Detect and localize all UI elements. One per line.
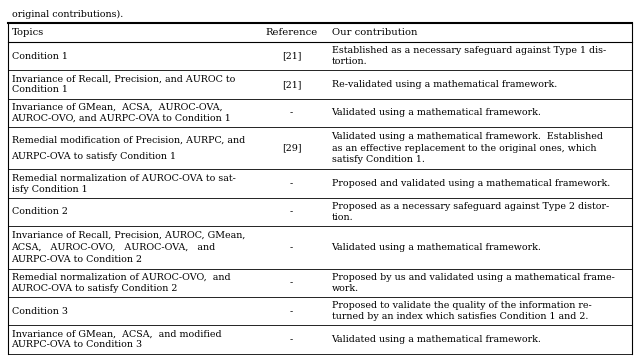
- Text: Proposed to validate the quality of the information re-: Proposed to validate the quality of the …: [332, 301, 591, 310]
- Text: satisfy Condition 1.: satisfy Condition 1.: [332, 155, 424, 164]
- Text: tortion.: tortion.: [332, 57, 367, 66]
- Text: AUROC-OVO, and AURPC-OVA to Condition 1: AUROC-OVO, and AURPC-OVA to Condition 1: [12, 114, 231, 123]
- Text: Reference: Reference: [266, 28, 317, 37]
- Text: original contributions).: original contributions).: [12, 10, 123, 19]
- Text: [21]: [21]: [282, 80, 301, 89]
- Text: -: -: [290, 179, 293, 188]
- Text: [21]: [21]: [282, 52, 301, 61]
- Text: -: -: [290, 243, 293, 252]
- Text: Validated using a mathematical framework.: Validated using a mathematical framework…: [332, 335, 541, 344]
- Text: Invariance of Recall, Precision, AUROC, GMean,: Invariance of Recall, Precision, AUROC, …: [12, 231, 245, 240]
- Text: Proposed as a necessary safeguard against Type 2 distor-: Proposed as a necessary safeguard agains…: [332, 202, 609, 211]
- Text: Topics: Topics: [12, 28, 44, 37]
- Text: Validated using a mathematical framework.  Established: Validated using a mathematical framework…: [332, 132, 604, 141]
- Text: Proposed by us and validated using a mathematical frame-: Proposed by us and validated using a mat…: [332, 273, 614, 282]
- Text: as an effective replacement to the original ones, which: as an effective replacement to the origi…: [332, 144, 596, 153]
- Text: Invariance of GMean,  ACSA,  and modified: Invariance of GMean, ACSA, and modified: [12, 330, 221, 339]
- Text: -: -: [290, 335, 293, 344]
- Text: Condition 2: Condition 2: [12, 208, 67, 217]
- Text: Invariance of Recall, Precision, and AUROC to: Invariance of Recall, Precision, and AUR…: [12, 74, 235, 83]
- Text: ACSA,   AUROC-OVO,   AUROC-OVA,   and: ACSA, AUROC-OVO, AUROC-OVA, and: [12, 243, 216, 252]
- Text: Validated using a mathematical framework.: Validated using a mathematical framework…: [332, 243, 541, 252]
- Text: Established as a necessary safeguard against Type 1 dis-: Established as a necessary safeguard aga…: [332, 46, 606, 55]
- Text: -: -: [290, 108, 293, 117]
- Text: -: -: [290, 307, 293, 316]
- Text: [29]: [29]: [282, 144, 301, 153]
- Text: Our contribution: Our contribution: [332, 28, 417, 37]
- Text: Invariance of GMean,  ACSA,  AUROC-OVA,: Invariance of GMean, ACSA, AUROC-OVA,: [12, 103, 222, 112]
- Text: isfy Condition 1: isfy Condition 1: [12, 185, 87, 194]
- Text: Remedial normalization of AUROC-OVA to sat-: Remedial normalization of AUROC-OVA to s…: [12, 174, 236, 183]
- Text: Condition 1: Condition 1: [12, 52, 67, 61]
- Text: Condition 1: Condition 1: [12, 85, 67, 95]
- Text: -: -: [290, 208, 293, 217]
- Text: AURPC-OVA to satisfy Condition 1: AURPC-OVA to satisfy Condition 1: [12, 152, 177, 161]
- Text: work.: work.: [332, 284, 358, 293]
- Text: Condition 3: Condition 3: [12, 307, 68, 316]
- Text: Remedial normalization of AUROC-OVO,  and: Remedial normalization of AUROC-OVO, and: [12, 273, 230, 282]
- Text: -: -: [290, 278, 293, 287]
- Text: turned by an index which satisfies Condition 1 and 2.: turned by an index which satisfies Condi…: [332, 312, 588, 321]
- Text: Remedial modification of Precision, AURPC, and: Remedial modification of Precision, AURP…: [12, 136, 244, 145]
- Text: Re-validated using a mathematical framework.: Re-validated using a mathematical framew…: [332, 80, 557, 89]
- Text: tion.: tion.: [332, 213, 353, 222]
- Text: Validated using a mathematical framework.: Validated using a mathematical framework…: [332, 108, 541, 117]
- Text: AUROC-OVA to satisfy Condition 2: AUROC-OVA to satisfy Condition 2: [12, 284, 178, 293]
- Text: AURPC-OVA to Condition 3: AURPC-OVA to Condition 3: [12, 340, 143, 349]
- Text: Proposed and validated using a mathematical framework.: Proposed and validated using a mathemati…: [332, 179, 610, 188]
- Text: AURPC-OVA to Condition 2: AURPC-OVA to Condition 2: [12, 255, 143, 264]
